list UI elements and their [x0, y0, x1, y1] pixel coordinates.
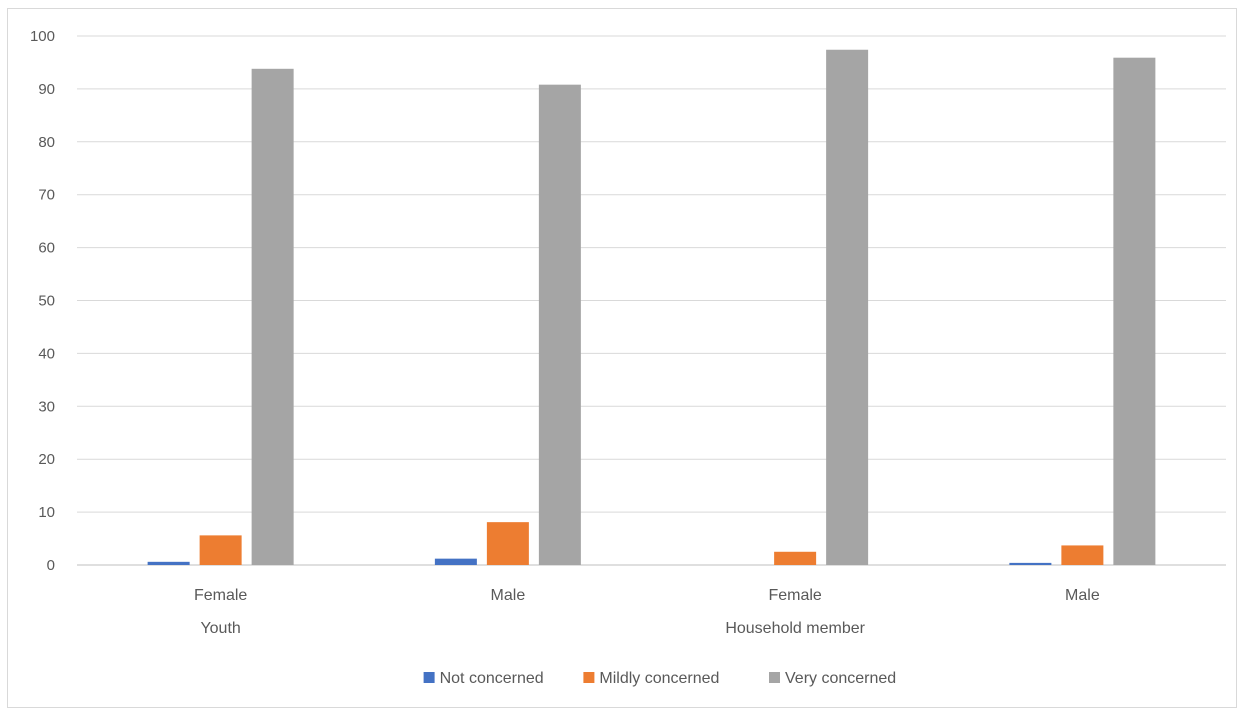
y-tick-label: 80 [38, 134, 55, 151]
gridlines [77, 35, 1226, 566]
legend-label: Very concerned [785, 670, 896, 687]
legend-swatch [423, 672, 435, 683]
legend: Not concerned Mildly concerned Very concer… [423, 670, 896, 687]
chart-frame [7, 8, 1237, 708]
bar-very-concerned [1113, 57, 1156, 566]
bar-not-concerned [147, 561, 190, 565]
y-tick-label: 100 [30, 28, 55, 45]
x-category-label: Female [194, 587, 247, 604]
x-category-label: Male [1065, 587, 1100, 604]
x-group-label: Household member [725, 620, 865, 637]
y-tick-label: 0 [47, 557, 55, 574]
bar-not-concerned [1009, 562, 1052, 565]
bar-mildly-concerned [774, 551, 817, 565]
bar-mildly-concerned [1061, 545, 1104, 565]
x-category-label: Male [491, 587, 526, 604]
y-tick-label: 30 [38, 398, 55, 415]
y-tick-label: 40 [38, 345, 55, 362]
y-tick-label: 20 [38, 451, 55, 468]
legend-swatch [583, 672, 595, 683]
bar-very-concerned [538, 84, 581, 565]
y-tick-label: 10 [38, 504, 55, 521]
y-tick-label: 90 [38, 81, 55, 98]
y-tick-label: 60 [38, 240, 55, 257]
x-axis-labels: Female Male Female Male Youth Household membe… [194, 587, 1100, 637]
y-axis-ticks: 0 10 20 30 40 50 60 70 80 90 100 [30, 28, 55, 574]
x-group-label: Youth [200, 620, 240, 637]
bar-mildly-concerned [486, 522, 529, 565]
bar-very-concerned [251, 68, 294, 565]
bar-not-concerned [434, 558, 477, 565]
bar-mildly-concerned [199, 535, 242, 565]
bar-very-concerned [826, 49, 869, 565]
legend-swatch [769, 672, 780, 683]
y-tick-label: 50 [38, 293, 55, 310]
legend-label: Not concerned [440, 670, 544, 687]
x-category-label: Female [768, 587, 821, 604]
bars [147, 49, 1156, 566]
legend-label: Mildly concerned [599, 670, 719, 687]
y-tick-label: 70 [38, 187, 55, 204]
